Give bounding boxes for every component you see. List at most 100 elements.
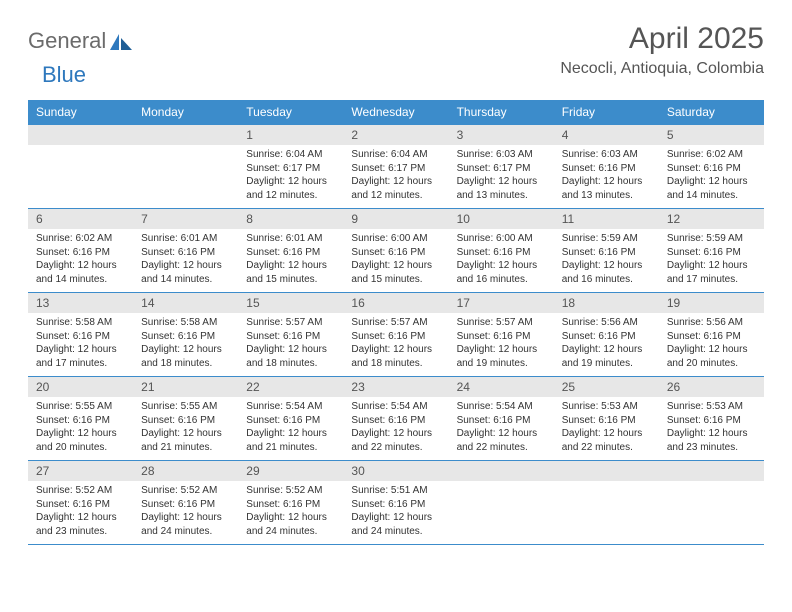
day-number: 25 — [554, 377, 659, 397]
daylight-text: Daylight: 12 hours and 14 minutes. — [667, 175, 756, 202]
sunset-text: Sunset: 6:16 PM — [667, 414, 756, 428]
daylight-text: Daylight: 12 hours and 14 minutes. — [36, 259, 125, 286]
sunset-text: Sunset: 6:16 PM — [351, 498, 440, 512]
calendar-day-cell: 25Sunrise: 5:53 AMSunset: 6:16 PMDayligh… — [554, 377, 659, 461]
calendar-day-cell: 9Sunrise: 6:00 AMSunset: 6:16 PMDaylight… — [343, 209, 448, 293]
daylight-text: Daylight: 12 hours and 13 minutes. — [457, 175, 546, 202]
daylight-text: Daylight: 12 hours and 19 minutes. — [457, 343, 546, 370]
sunrise-text: Sunrise: 5:55 AM — [36, 400, 125, 414]
day-header: Wednesday — [343, 100, 448, 125]
calendar-day-cell: 16Sunrise: 5:57 AMSunset: 6:16 PMDayligh… — [343, 293, 448, 377]
daylight-text: Daylight: 12 hours and 24 minutes. — [141, 511, 230, 538]
calendar-day-cell: 4Sunrise: 6:03 AMSunset: 6:16 PMDaylight… — [554, 125, 659, 209]
day-number: 3 — [449, 125, 554, 145]
sunrise-text: Sunrise: 5:53 AM — [667, 400, 756, 414]
daylight-text: Daylight: 12 hours and 20 minutes. — [36, 427, 125, 454]
day-number: 2 — [343, 125, 448, 145]
sunrise-text: Sunrise: 6:04 AM — [246, 148, 335, 162]
sunset-text: Sunset: 6:16 PM — [141, 330, 230, 344]
sunrise-text: Sunrise: 5:51 AM — [351, 484, 440, 498]
day-number: 27 — [28, 461, 133, 481]
daylight-text: Daylight: 12 hours and 21 minutes. — [141, 427, 230, 454]
daylight-text: Daylight: 12 hours and 23 minutes. — [667, 427, 756, 454]
day-body: Sunrise: 5:55 AMSunset: 6:16 PMDaylight:… — [28, 397, 133, 460]
sunrise-text: Sunrise: 5:58 AM — [141, 316, 230, 330]
day-number: 5 — [659, 125, 764, 145]
sunset-text: Sunset: 6:16 PM — [351, 414, 440, 428]
day-body: Sunrise: 5:53 AMSunset: 6:16 PMDaylight:… — [554, 397, 659, 460]
calendar-day-cell: 26Sunrise: 5:53 AMSunset: 6:16 PMDayligh… — [659, 377, 764, 461]
day-number — [659, 461, 764, 481]
sunrise-text: Sunrise: 5:54 AM — [457, 400, 546, 414]
calendar-day-cell: 18Sunrise: 5:56 AMSunset: 6:16 PMDayligh… — [554, 293, 659, 377]
daylight-text: Daylight: 12 hours and 14 minutes. — [141, 259, 230, 286]
day-number — [133, 125, 238, 145]
day-body: Sunrise: 5:51 AMSunset: 6:16 PMDaylight:… — [343, 481, 448, 544]
day-body: Sunrise: 5:52 AMSunset: 6:16 PMDaylight:… — [133, 481, 238, 544]
day-number — [28, 125, 133, 145]
calendar-day-cell: 17Sunrise: 5:57 AMSunset: 6:16 PMDayligh… — [449, 293, 554, 377]
day-body: Sunrise: 5:59 AMSunset: 6:16 PMDaylight:… — [659, 229, 764, 292]
day-body — [133, 145, 238, 201]
day-body: Sunrise: 6:01 AMSunset: 6:16 PMDaylight:… — [133, 229, 238, 292]
day-body — [28, 145, 133, 201]
day-header: Sunday — [28, 100, 133, 125]
daylight-text: Daylight: 12 hours and 15 minutes. — [351, 259, 440, 286]
day-body: Sunrise: 6:01 AMSunset: 6:16 PMDaylight:… — [238, 229, 343, 292]
calendar-day-cell — [133, 125, 238, 209]
day-number: 30 — [343, 461, 448, 481]
daylight-text: Daylight: 12 hours and 22 minutes. — [351, 427, 440, 454]
calendar-table: Sunday Monday Tuesday Wednesday Thursday… — [28, 100, 764, 545]
day-body: Sunrise: 5:57 AMSunset: 6:16 PMDaylight:… — [238, 313, 343, 376]
sunset-text: Sunset: 6:17 PM — [457, 162, 546, 176]
sunset-text: Sunset: 6:16 PM — [36, 330, 125, 344]
sunrise-text: Sunrise: 5:56 AM — [562, 316, 651, 330]
daylight-text: Daylight: 12 hours and 19 minutes. — [562, 343, 651, 370]
daylight-text: Daylight: 12 hours and 16 minutes. — [457, 259, 546, 286]
day-body: Sunrise: 5:55 AMSunset: 6:16 PMDaylight:… — [133, 397, 238, 460]
day-number: 13 — [28, 293, 133, 313]
daylight-text: Daylight: 12 hours and 17 minutes. — [36, 343, 125, 370]
daylight-text: Daylight: 12 hours and 15 minutes. — [246, 259, 335, 286]
sunrise-text: Sunrise: 6:00 AM — [457, 232, 546, 246]
calendar-day-cell — [28, 125, 133, 209]
sunrise-text: Sunrise: 5:57 AM — [351, 316, 440, 330]
day-number: 16 — [343, 293, 448, 313]
daylight-text: Daylight: 12 hours and 12 minutes. — [246, 175, 335, 202]
day-body: Sunrise: 5:56 AMSunset: 6:16 PMDaylight:… — [659, 313, 764, 376]
day-number: 24 — [449, 377, 554, 397]
sunset-text: Sunset: 6:16 PM — [457, 246, 546, 260]
day-body: Sunrise: 5:54 AMSunset: 6:16 PMDaylight:… — [343, 397, 448, 460]
day-number: 29 — [238, 461, 343, 481]
sunrise-text: Sunrise: 5:52 AM — [141, 484, 230, 498]
daylight-text: Daylight: 12 hours and 24 minutes. — [351, 511, 440, 538]
daylight-text: Daylight: 12 hours and 22 minutes. — [457, 427, 546, 454]
calendar-day-cell: 22Sunrise: 5:54 AMSunset: 6:16 PMDayligh… — [238, 377, 343, 461]
day-number: 18 — [554, 293, 659, 313]
sunrise-text: Sunrise: 6:03 AM — [562, 148, 651, 162]
sunrise-text: Sunrise: 5:54 AM — [351, 400, 440, 414]
sunset-text: Sunset: 6:16 PM — [667, 330, 756, 344]
day-body: Sunrise: 6:02 AMSunset: 6:16 PMDaylight:… — [659, 145, 764, 208]
day-body: Sunrise: 6:02 AMSunset: 6:16 PMDaylight:… — [28, 229, 133, 292]
day-body: Sunrise: 6:04 AMSunset: 6:17 PMDaylight:… — [343, 145, 448, 208]
day-number: 11 — [554, 209, 659, 229]
day-number — [554, 461, 659, 481]
day-number: 7 — [133, 209, 238, 229]
logo-text-general: General — [28, 28, 106, 54]
calendar-day-cell: 2Sunrise: 6:04 AMSunset: 6:17 PMDaylight… — [343, 125, 448, 209]
sunrise-text: Sunrise: 5:55 AM — [141, 400, 230, 414]
sunset-text: Sunset: 6:16 PM — [141, 414, 230, 428]
day-body — [449, 481, 554, 537]
day-number: 23 — [343, 377, 448, 397]
sunset-text: Sunset: 6:17 PM — [246, 162, 335, 176]
day-number: 1 — [238, 125, 343, 145]
sunset-text: Sunset: 6:17 PM — [351, 162, 440, 176]
day-number: 14 — [133, 293, 238, 313]
sunset-text: Sunset: 6:16 PM — [351, 330, 440, 344]
calendar-day-cell: 20Sunrise: 5:55 AMSunset: 6:16 PMDayligh… — [28, 377, 133, 461]
daylight-text: Daylight: 12 hours and 12 minutes. — [351, 175, 440, 202]
calendar-week-row: 13Sunrise: 5:58 AMSunset: 6:16 PMDayligh… — [28, 293, 764, 377]
calendar-week-row: 20Sunrise: 5:55 AMSunset: 6:16 PMDayligh… — [28, 377, 764, 461]
calendar-week-row: 1Sunrise: 6:04 AMSunset: 6:17 PMDaylight… — [28, 125, 764, 209]
